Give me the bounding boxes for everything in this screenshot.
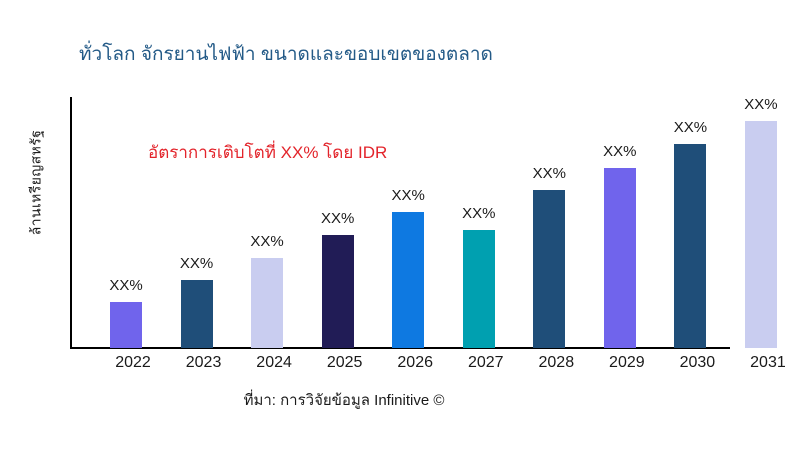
source-note: ที่มา: การวิจัยข้อมูล Infinitive © [243, 392, 445, 409]
x-tick-2029: 2029 [609, 354, 645, 371]
bar-2031 [744, 121, 777, 348]
bar-2029 [603, 168, 636, 348]
x-tick-2031: 2031 [750, 354, 786, 371]
bar-value-label-2025: XX% [320, 210, 355, 227]
bar-2027 [462, 230, 495, 348]
growth-annotation: อัตราการเติบโตที่ XX% โดย IDR [148, 143, 388, 162]
x-tick-2025: 2025 [326, 354, 363, 371]
bar-value-label-2031: XX% [744, 96, 778, 113]
x-tick-2023: 2023 [185, 354, 222, 371]
bar-2028 [533, 190, 566, 348]
x-tick-2024: 2024 [256, 354, 292, 371]
bar-value-label-2030: XX% [673, 119, 708, 136]
chart-title: ทั่วโลก จักรยานไฟฟ้า ขนาดและขอบเขตของตลา… [79, 44, 493, 65]
bar-2022 [110, 302, 142, 348]
bar-2026 [392, 212, 425, 348]
bar-2025 [321, 235, 354, 348]
bar-2023 [180, 280, 213, 348]
plot-area: XX% 2022 XX% 2023 XX% 2024 XX% 2025 XX% 2026 XX% 20… [70, 96, 786, 371]
y-axis-line [70, 97, 72, 349]
bar-value-label-2029: XX% [603, 143, 637, 160]
x-tick-2027: 2027 [467, 354, 504, 371]
bar-value-label-2023: XX% [179, 255, 214, 272]
bar-value-label-2022: XX% [109, 277, 143, 294]
bar-2024 [251, 258, 284, 348]
bar-2030 [674, 144, 707, 348]
bar-value-label-2026: XX% [391, 187, 425, 204]
x-tick-2028: 2028 [538, 354, 575, 371]
x-tick-2030: 2030 [679, 354, 716, 371]
x-tick-2026: 2026 [397, 354, 433, 371]
x-axis-line [70, 347, 730, 349]
x-tick-2022: 2022 [115, 354, 151, 371]
y-axis-label: ล้านเหรียญสหรัฐ [27, 129, 44, 236]
bar-value-label-2028: XX% [532, 165, 566, 182]
bar-value-label-2024: XX% [250, 233, 284, 250]
bar-value-label-2027: XX% [462, 205, 496, 222]
